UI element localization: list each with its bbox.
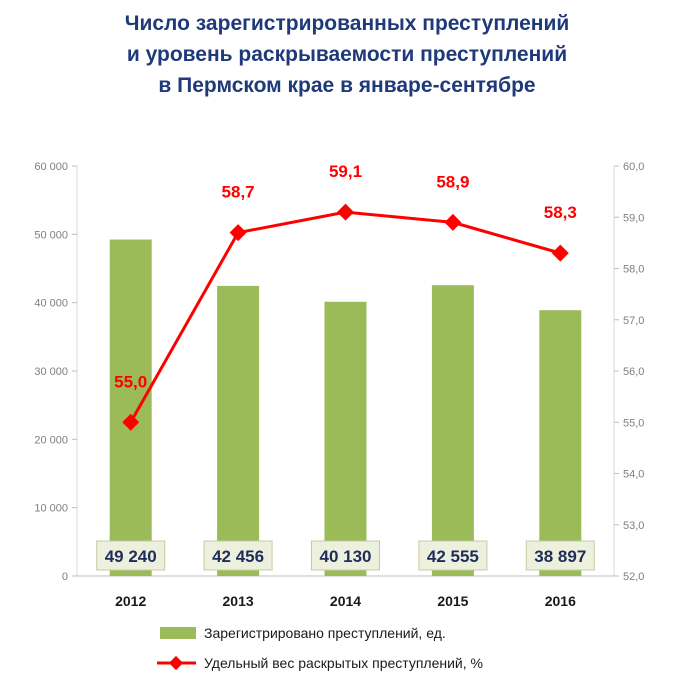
right-tick-label: 54,0 xyxy=(623,469,644,481)
category-label: 2016 xyxy=(545,593,576,609)
line-point xyxy=(229,224,247,242)
bar-value-label: 49 240 xyxy=(105,547,157,566)
category-label: 2014 xyxy=(330,593,361,609)
bar-value-box xyxy=(418,540,488,571)
line-value-label: 55,0 xyxy=(114,372,147,391)
right-axis-ticks: 52,0 53,0 54,0 55,0 56,0 57,0 58,0 59,0 60,0 xyxy=(614,161,644,583)
bar-value-label: 42 456 xyxy=(212,547,264,566)
line-series xyxy=(122,203,569,431)
line-value-label: 58,7 xyxy=(222,183,255,202)
left-tick-label: 10 000 xyxy=(34,503,68,515)
chart-title-line-1: Число зарегистрированных преступлений xyxy=(124,12,570,35)
left-tick-label: 30 000 xyxy=(34,366,68,378)
category-label: 2015 xyxy=(437,593,468,609)
left-tick-label: 60 000 xyxy=(34,161,68,173)
bar-value-label: 40 130 xyxy=(320,547,372,566)
right-tick-label: 56,0 xyxy=(623,366,644,378)
left-tick-label: 40 000 xyxy=(34,298,68,310)
line-value-label: 58,9 xyxy=(436,172,469,191)
category-label: 2013 xyxy=(223,593,254,609)
bar xyxy=(217,285,260,576)
legend-line-label: Удельный вес раскрытых преступлений, % xyxy=(204,655,483,671)
bar xyxy=(324,301,367,576)
left-tick-label: 20 000 xyxy=(34,434,68,446)
left-axis-ticks: 0 10 000 20 000 30 000 40 000 50 000 60 000 xyxy=(34,161,77,583)
legend-bar-swatch xyxy=(160,627,196,639)
bar xyxy=(109,239,152,576)
right-tick-label: 52,0 xyxy=(623,571,644,583)
chart-title: Число зарегистрированных преступлений и … xyxy=(0,8,694,101)
line-point xyxy=(444,213,462,231)
chart-title-line-3: в Пермском крае в январе-сентябре xyxy=(158,74,536,97)
line-point xyxy=(122,413,140,431)
line-value-label: 59,1 xyxy=(329,162,362,181)
right-tick-label: 53,0 xyxy=(623,520,644,532)
bar xyxy=(431,285,474,576)
line-point xyxy=(551,244,569,262)
right-tick-label: 60,0 xyxy=(623,161,644,173)
category-label: 2012 xyxy=(115,593,146,609)
bar-value-labels: 49 240 42 456 40 130 42 555 38 897 xyxy=(96,540,595,571)
line-value-label: 58,3 xyxy=(544,203,577,222)
bar-value-box xyxy=(203,540,273,571)
legend-line-marker xyxy=(168,655,184,671)
bar-value-box xyxy=(96,540,166,571)
chart-title-line-2: и уровень раскрываемости преступлений xyxy=(126,43,568,66)
line-value-labels: 55,0 58,7 59,1 58,9 58,3 xyxy=(114,162,577,391)
legend: Зарегистрировано преступлений, ед. Удель… xyxy=(157,625,483,671)
right-tick-label: 55,0 xyxy=(623,417,644,429)
left-tick-label: 0 xyxy=(62,571,68,583)
line-point xyxy=(337,203,354,221)
bar-value-label: 38 897 xyxy=(534,547,586,566)
right-tick-label: 57,0 xyxy=(623,315,644,327)
bar-series xyxy=(109,239,582,576)
right-tick-label: 58,0 xyxy=(623,264,644,276)
legend-bar-label: Зарегистрировано преступлений, ед. xyxy=(204,625,446,641)
category-labels: 2012 2013 2014 2015 2016 xyxy=(115,593,576,609)
right-tick-label: 59,0 xyxy=(623,212,644,224)
bar-value-label: 42 555 xyxy=(427,547,479,566)
left-tick-label: 50 000 xyxy=(34,229,68,241)
bar-value-box xyxy=(525,540,595,571)
bar xyxy=(539,310,582,576)
bar-value-box xyxy=(311,540,380,571)
